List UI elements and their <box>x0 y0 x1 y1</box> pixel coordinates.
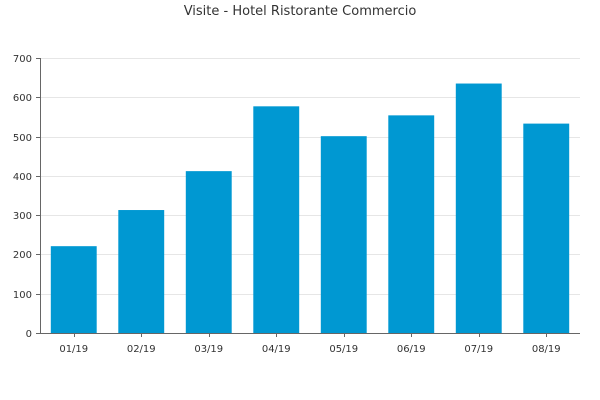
y-tick-label: 500 <box>13 133 32 144</box>
bar-05-19 <box>320 136 367 333</box>
y-tick-label: 400 <box>13 172 32 183</box>
chart-title: Visite - Hotel Ristorante Commercio <box>183 4 417 19</box>
y-tick-label: 200 <box>13 250 32 261</box>
y-tick-label: 0 <box>26 329 32 340</box>
y-tick-label: 300 <box>13 211 32 222</box>
bar-08-19 <box>523 123 570 333</box>
y-tick-label: 700 <box>13 54 32 65</box>
x-tick-label: 03/19 <box>194 344 223 355</box>
y-tick-label: 100 <box>13 290 32 301</box>
bar-02-19 <box>118 210 165 333</box>
x-tick-label: 08/19 <box>532 344 561 355</box>
bars <box>50 83 570 334</box>
bar-03-19 <box>185 171 232 333</box>
x-tick-label: 02/19 <box>127 344 156 355</box>
x-tick-label: 05/19 <box>329 344 358 355</box>
axes <box>36 58 580 337</box>
x-tick-label: 06/19 <box>397 344 426 355</box>
bar-06-19 <box>388 115 435 333</box>
y-tick-label: 600 <box>13 93 32 104</box>
bar-07-19 <box>455 83 502 334</box>
x-tick-label: 01/19 <box>59 344 88 355</box>
bar-01-19 <box>50 246 97 333</box>
x-tick-label: 07/19 <box>464 344 493 355</box>
tick-labels: 0 100 200 300 400 500 600 700 01/19 02/19 03/19 04/… <box>13 54 561 355</box>
bar-04-19 <box>253 106 300 333</box>
x-tick-label: 04/19 <box>262 344 291 355</box>
